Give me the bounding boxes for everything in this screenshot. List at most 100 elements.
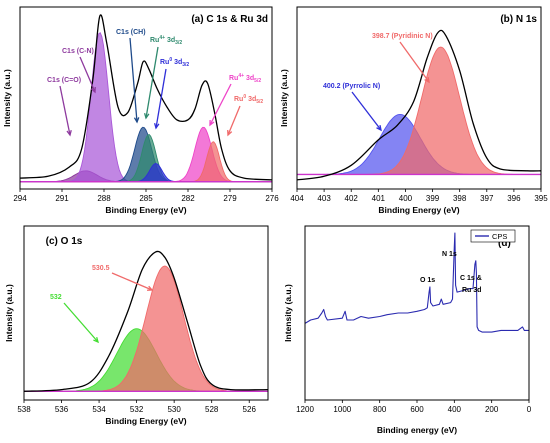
panel-c-arrows — [63, 272, 154, 344]
panel-a-c1s-ru3d: (a) C 1s & Ru 3d C1s (C=O) C1s (C-N) C1s… — [2, 6, 279, 215]
panel-c-x-ticks: 538 536 534 532 530 528 526 — [17, 400, 256, 414]
panel-b-x-tick-label: 395 — [534, 194, 548, 203]
panel-c-title: (c) O 1s — [46, 236, 83, 247]
panel-c-x-tick-label: 536 — [55, 405, 69, 414]
arrow-c-eq-o-head — [66, 129, 72, 137]
panel-d-label-c1s: C 1s & — [460, 275, 482, 282]
panel-d-x-axis-label: Binding energy (eV) — [377, 425, 457, 435]
panel-a-x-tick-label: 285 — [139, 194, 153, 203]
panel-c-x-tick-label: 532 — [130, 405, 144, 414]
panel-d-x-ticks: 1200 1000 800 600 400 200 0 — [296, 400, 532, 414]
panel-b-x-tick-label: 397 — [480, 194, 494, 203]
panel-a-x-tick-label: 282 — [181, 194, 195, 203]
component-peak-b-1 — [297, 46, 541, 175]
arrow-ru0-32 — [155, 68, 167, 129]
svg-text:Ru4+ 3d3/2: Ru4+ 3d3/2 — [150, 35, 182, 46]
panel-c-x-tick-label: 528 — [205, 405, 219, 414]
component-peak-c-1 — [24, 265, 268, 392]
panel-b-arrows — [351, 41, 430, 132]
panel-d-survey: (d) CPS O 1s N 1s C 1s & Ru 3d 1200 1000 8… — [283, 225, 532, 435]
panel-d-x-tick-label: 1000 — [333, 405, 351, 414]
panel-b-title: (b) N 1s — [500, 14, 537, 25]
arrow-c-n-head — [90, 86, 96, 94]
arrow-530-5-head — [146, 285, 154, 291]
panel-a-label-ru4-3d52: Ru4+ 3d5/2 — [229, 73, 261, 84]
panel-d-label-o1s: O 1s — [420, 277, 435, 284]
arrow-ru4-52 — [209, 83, 232, 126]
arrow-pyrrolic — [351, 91, 382, 131]
panel-d-y-axis-label: Intensity (a.u.) — [283, 284, 293, 342]
envelope-line-c — [23, 250, 269, 392]
panel-c-label-530-5: 530.5 — [92, 265, 110, 272]
panel-b-x-tick-label: 403 — [317, 194, 331, 203]
panel-b-x-tick-label: 401 — [372, 194, 386, 203]
legend-box — [470, 229, 516, 243]
panel-c-y-axis-label: Intensity (a.u.) — [4, 284, 14, 342]
panel-d-x-tick-label: 800 — [373, 405, 387, 414]
arrow-ru4-52-head — [209, 119, 215, 127]
panel-a-label-ru4-3d32: Ru4+ 3d3/2 — [150, 35, 182, 46]
arrow-532 — [63, 302, 99, 343]
panel-a-label-ru0-3d32: Ru0 3d3/2 — [160, 57, 189, 68]
panel-a-label-c-ch: C1s (CH) — [116, 29, 146, 36]
arrow-c-ch — [129, 37, 138, 123]
arrow-pyridinic — [399, 41, 430, 83]
survey-series-line — [304, 232, 529, 333]
panel-b-x-ticks: 404 403 402 401 400 399 398 397 396 395 — [290, 189, 548, 203]
panel-d-frame — [304, 225, 530, 401]
arrow-ru4-32 — [145, 46, 159, 119]
svg-text:Ru4+ 3d5/2: Ru4+ 3d5/2 — [229, 73, 261, 84]
arrow-ru0-32-head — [153, 123, 160, 130]
panel-b-x-axis-label: Binding Energy (eV) — [378, 205, 459, 215]
panel-d-x-tick-label: 0 — [527, 405, 532, 414]
panel-a-x-tick-label: 288 — [97, 194, 111, 203]
arrow-c-n — [79, 56, 96, 93]
panel-c-x-axis-label: Binding Energy (eV) — [105, 416, 186, 426]
panel-a-x-tick-label: 276 — [265, 194, 279, 203]
arrow-pyridinic-head — [424, 76, 430, 84]
panel-d-label-n1s: N 1s — [442, 251, 457, 258]
arrow-530-5 — [111, 272, 153, 291]
panel-b-x-tick-label: 396 — [507, 194, 521, 203]
panel-d-x-tick-label: 1200 — [296, 405, 314, 414]
arrow-ru0-52 — [227, 105, 241, 136]
panel-b-n1s: (b) N 1s 398.7 (Pyridinic N) 400.2 (Pyrr… — [279, 6, 548, 215]
panel-a-x-axis-label: Binding Energy (eV) — [105, 205, 186, 215]
panel-b-x-tick-label: 399 — [426, 194, 440, 203]
panel-d-x-tick-label: 600 — [410, 405, 424, 414]
legend-label-cps: CPS — [492, 232, 507, 241]
panel-d-title: (d) — [498, 238, 511, 249]
arrow-532-head — [93, 337, 99, 344]
panel-b-plot-area — [296, 29, 542, 181]
panel-a-title: (a) C 1s & Ru 3d — [191, 14, 268, 25]
panel-c-x-tick-label: 534 — [92, 405, 106, 414]
panel-b-x-tick-label: 404 — [290, 194, 304, 203]
panel-a-x-ticks: 294 291 288 285 282 279 276 — [13, 189, 279, 203]
svg-text:Ru0 3d5/2: Ru0 3d5/2 — [234, 94, 263, 105]
panel-d-x-tick-label: 400 — [448, 405, 462, 414]
arrow-ru4-32-head — [143, 113, 150, 120]
panel-b-x-tick-label: 400 — [399, 194, 413, 203]
panel-a-arrows — [59, 37, 241, 137]
panel-b-frame — [296, 6, 542, 190]
arrow-pyrrolic-head — [376, 124, 382, 132]
panel-a-x-tick-label: 291 — [55, 194, 69, 203]
panel-c-frame — [23, 225, 269, 401]
panel-a-y-axis-label: Intensity (a.u.) — [2, 69, 12, 127]
panel-d-label-ru3d: Ru 3d — [462, 287, 481, 294]
panel-b-y-axis-label: Intensity (a.u.) — [279, 69, 289, 127]
panel-c-x-tick-label: 530 — [167, 405, 181, 414]
arrow-c-eq-o — [59, 85, 71, 136]
panel-d-x-tick-label: 200 — [485, 405, 499, 414]
panel-a-x-tick-label: 279 — [223, 194, 237, 203]
svg-text:Ru0 3d3/2: Ru0 3d3/2 — [160, 57, 189, 68]
panel-c-plot-area — [23, 250, 269, 392]
panel-d-legend: CPS — [470, 229, 516, 243]
arrow-ru0-52-head — [227, 129, 233, 137]
panel-a-x-tick-label: 294 — [13, 194, 27, 203]
panel-c-x-tick-label: 538 — [17, 405, 31, 414]
panel-b-label-pyridinic: 398.7 (Pyridinic N) — [372, 33, 433, 40]
panel-a-label-c-n: C1s (C-N) — [62, 48, 94, 55]
panel-a-label-ru0-3d52: Ru0 3d5/2 — [234, 94, 263, 105]
